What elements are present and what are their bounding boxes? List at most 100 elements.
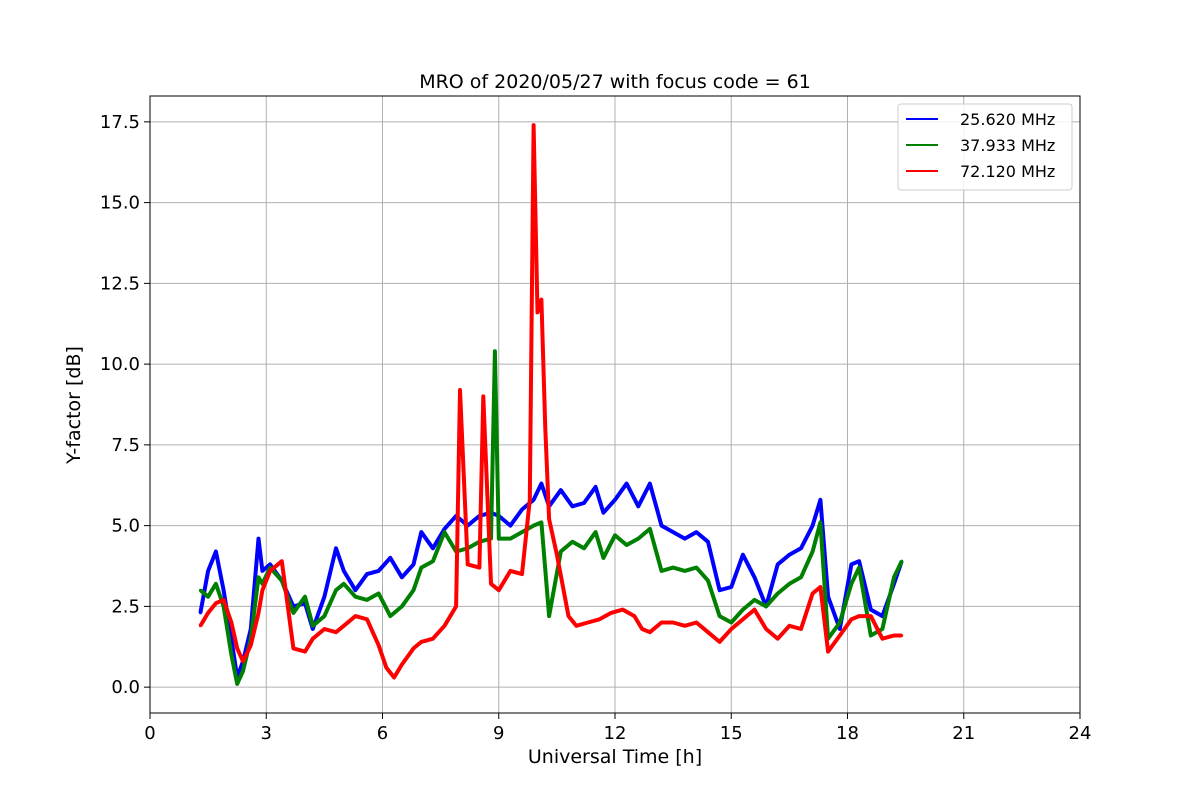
data-point-25-620-mhz <box>443 527 446 531</box>
data-point-37-933-mhz <box>539 520 543 524</box>
series-line-72-120-mhz <box>198 123 902 680</box>
data-point-37-933-mhz <box>311 624 315 628</box>
data-point-72-120-mhz <box>454 604 458 608</box>
data-point-25-620-mhz <box>718 588 722 592</box>
data-point-25-620-mhz <box>334 546 338 550</box>
data-point-72-120-mhz <box>640 627 644 631</box>
y-tick-label: 12.5 <box>100 273 140 294</box>
data-point-72-120-mhz <box>241 659 245 663</box>
data-point-25-620-mhz <box>388 556 392 560</box>
x-tick-label: 0 <box>144 723 155 744</box>
y-tick-label: 5.0 <box>111 516 140 537</box>
data-point-72-120-mhz <box>260 588 264 592</box>
data-point-25-620-mhz <box>741 553 745 557</box>
x-axis-label: Universal Time [h] <box>528 746 702 768</box>
chart-title: MRO of 2020/05/27 with focus code = 61 <box>419 71 811 93</box>
data-point-37-933-mhz <box>229 653 233 657</box>
data-point-72-120-mhz <box>431 637 435 641</box>
data-point-72-120-mhz <box>458 388 462 392</box>
data-point-25-620-mhz <box>353 588 357 592</box>
data-point-72-120-mhz <box>729 627 733 631</box>
data-point-72-120-mhz <box>443 624 446 628</box>
data-point-37-933-mhz <box>869 634 873 637</box>
data-point-37-933-mhz <box>838 621 842 624</box>
data-point-72-120-mhz <box>412 646 415 650</box>
data-point-25-620-mhz <box>613 498 617 502</box>
data-point-25-620-mhz <box>412 562 415 566</box>
data-point-72-120-mhz <box>683 624 687 628</box>
data-point-37-933-mhz <box>377 592 381 595</box>
data-point-72-120-mhz <box>892 634 896 637</box>
data-point-72-120-mhz <box>660 621 663 624</box>
data-point-72-120-mhz <box>869 614 873 618</box>
data-point-25-620-mhz <box>342 569 346 573</box>
data-point-72-120-mhz <box>849 617 853 621</box>
x-tick-label: 3 <box>261 723 272 744</box>
data-point-72-120-mhz <box>900 634 904 637</box>
x-tick-label: 21 <box>952 723 975 744</box>
data-point-72-120-mhz <box>508 569 512 573</box>
data-point-72-120-mhz <box>334 630 338 634</box>
data-point-25-620-mhz <box>849 562 853 566</box>
data-point-25-620-mhz <box>570 504 574 508</box>
data-point-37-933-mhz <box>753 598 756 602</box>
data-point-37-933-mhz <box>776 592 780 595</box>
data-point-72-120-mhz <box>532 123 536 127</box>
data-point-25-620-mhz <box>818 498 822 502</box>
data-point-72-120-mhz <box>787 624 791 628</box>
data-point-37-933-mhz <box>625 543 629 547</box>
x-tick-label: 15 <box>720 723 743 744</box>
data-point-72-120-mhz <box>718 640 722 644</box>
data-point-37-933-mhz <box>235 682 239 686</box>
data-point-37-933-mhz <box>613 533 617 537</box>
data-point-37-933-mhz <box>291 611 295 615</box>
data-point-25-620-mhz <box>683 537 687 541</box>
data-point-72-120-mhz <box>776 637 780 641</box>
data-point-25-620-mhz <box>582 501 586 505</box>
y-tick-label: 15.0 <box>100 193 140 214</box>
data-point-37-933-mhz <box>582 546 586 550</box>
data-point-72-120-mhz <box>249 643 253 647</box>
data-point-25-620-mhz <box>419 530 423 534</box>
data-point-72-120-mhz <box>609 611 613 615</box>
data-point-72-120-mhz <box>400 663 404 666</box>
data-point-37-933-mhz <box>388 614 392 618</box>
data-point-25-620-mhz <box>257 537 260 541</box>
data-point-72-120-mhz <box>598 617 601 621</box>
data-point-37-933-mhz <box>570 540 574 544</box>
data-point-72-120-mhz <box>481 394 485 398</box>
data-point-25-620-mhz <box>857 559 861 563</box>
data-point-72-120-mhz <box>489 582 493 586</box>
data-point-72-120-mhz <box>291 646 295 650</box>
data-point-72-120-mhz <box>235 646 239 650</box>
data-point-72-120-mhz <box>384 666 388 670</box>
y-tick-label: 17.5 <box>100 112 140 133</box>
data-point-25-620-mhz <box>508 524 512 528</box>
data-point-37-933-mhz <box>206 595 210 599</box>
data-point-25-620-mhz <box>198 611 202 615</box>
legend-entry: 25.620 MHz <box>960 110 1055 129</box>
data-point-37-933-mhz <box>787 582 791 586</box>
data-point-37-933-mhz <box>799 575 803 579</box>
data-point-25-620-mhz <box>400 575 404 579</box>
data-point-72-120-mhz <box>543 427 547 431</box>
data-point-72-120-mhz <box>311 637 315 641</box>
data-point-72-120-mhz <box>567 614 570 618</box>
data-point-25-620-mhz <box>671 530 675 534</box>
data-point-25-620-mhz <box>365 572 369 576</box>
data-point-25-620-mhz <box>729 585 733 589</box>
data-point-37-933-mhz <box>849 582 853 586</box>
data-point-72-120-mhz <box>198 624 202 628</box>
data-point-25-620-mhz <box>539 482 543 486</box>
data-point-72-120-mhz <box>528 498 532 502</box>
data-point-37-933-mhz <box>857 566 861 570</box>
data-point-37-933-mhz <box>671 566 675 570</box>
data-point-25-620-mhz <box>694 530 698 534</box>
data-point-37-933-mhz <box>497 537 501 541</box>
data-point-37-933-mhz <box>493 349 497 353</box>
data-point-25-620-mhz <box>799 546 803 550</box>
data-point-72-120-mhz <box>574 624 578 628</box>
data-point-37-933-mhz <box>257 575 260 579</box>
data-point-37-933-mhz <box>601 556 605 560</box>
data-point-25-620-mhz <box>532 498 536 502</box>
